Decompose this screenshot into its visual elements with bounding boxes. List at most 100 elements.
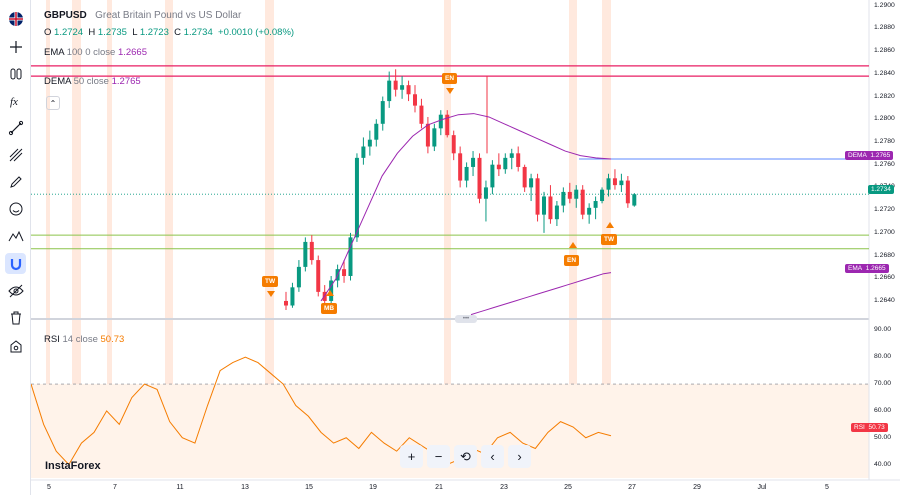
- rsi-zone: [31, 384, 869, 478]
- candle-body: [425, 123, 430, 147]
- crosshair-icon[interactable]: [5, 36, 26, 57]
- candle-body: [303, 241, 308, 267]
- time-tick-label: 23: [500, 484, 508, 491]
- measure-icon[interactable]: [5, 225, 26, 246]
- session-band: [107, 0, 112, 478]
- rsi-tag-value: 50.73: [868, 424, 885, 431]
- rsi-value: 50.73: [100, 334, 125, 345]
- flag-icon[interactable]: [5, 8, 26, 29]
- dema-legend[interactable]: DEMA 50 close 1.2765: [44, 76, 141, 87]
- zoom-in-button[interactable]: +: [400, 445, 423, 468]
- zoom-out-button[interactable]: −: [427, 445, 450, 468]
- fib-icon[interactable]: fx: [5, 90, 26, 111]
- rsi-name: RSI: [44, 334, 60, 345]
- rsi-legend[interactable]: RSI 14 close 50.73: [44, 334, 124, 345]
- candle-body: [361, 146, 366, 158]
- price-tick-label: 1.2840: [874, 69, 895, 77]
- last-price-value: 1.2734: [871, 186, 891, 193]
- rsi-line: [31, 356, 612, 466]
- dema-name: DEMA: [44, 76, 71, 87]
- eye-icon[interactable]: [5, 280, 26, 301]
- price-tick-label: 1.2720: [874, 206, 895, 214]
- candle-body: [354, 157, 359, 238]
- price-tick-label: 1.2760: [874, 160, 895, 168]
- candle-body: [400, 85, 405, 90]
- ema-line: [470, 272, 612, 316]
- scroll-right-button[interactable]: ›: [508, 445, 531, 468]
- candle-body: [342, 269, 347, 276]
- signal-tw-marker[interactable]: TW: [262, 276, 279, 287]
- symbol-legend: GBPUSD Great Britain Pound vs US Dollar: [44, 10, 241, 21]
- time-tick-label: 19: [369, 484, 377, 491]
- last-price-tag: 1.2734: [868, 185, 894, 194]
- candle-body: [625, 180, 630, 204]
- trend-line-icon[interactable]: [5, 63, 26, 84]
- ema-legend[interactable]: EMA 100 0 close 1.2665: [44, 47, 147, 58]
- session-band: [444, 0, 451, 478]
- rsi-params: 14 close: [62, 334, 98, 345]
- candle-body: [535, 178, 540, 215]
- dema-tag-value: 1.2765: [870, 152, 891, 159]
- signal-en-marker-2[interactable]: EN: [564, 255, 580, 266]
- time-tick-label: 15: [305, 484, 313, 491]
- rsi-tick-label: 50.00: [874, 433, 892, 441]
- candle-body: [593, 201, 598, 208]
- candle-body: [413, 94, 417, 106]
- candle-body: [516, 153, 521, 167]
- ohlc-h-label: H: [88, 27, 96, 38]
- time-tick-label: 5: [47, 484, 51, 491]
- time-tick-label: 11: [176, 484, 184, 491]
- brush-icon[interactable]: [5, 171, 26, 192]
- candle-body: [380, 101, 385, 124]
- ohlc-c-label: C: [174, 27, 182, 38]
- candle-body: [542, 196, 546, 215]
- price-tick-label: 1.2800: [874, 115, 895, 123]
- candle-body: [606, 178, 611, 190]
- candle-body: [529, 178, 534, 188]
- time-tick-label: Jul: [757, 484, 767, 491]
- rsi-tick-label: 60.00: [874, 406, 892, 414]
- candle-body: [348, 237, 353, 276]
- price-tick-label: 1.2880: [874, 24, 895, 32]
- dema-line: [320, 113, 612, 302]
- candle-body: [471, 157, 476, 167]
- chart-canvas[interactable]: [31, 0, 900, 495]
- emoji-icon[interactable]: [5, 198, 26, 219]
- ohlc-open: 1.2724: [54, 27, 84, 38]
- gann-icon[interactable]: [5, 144, 26, 165]
- ohlc-low: 1.2723: [139, 27, 169, 38]
- price-tick-label: 1.2820: [874, 92, 895, 100]
- candle-body: [445, 114, 450, 136]
- candle-body: [619, 180, 624, 186]
- rsi-tick-label: 90.00: [874, 326, 892, 334]
- collapse-legend-button[interactable]: ⌃: [46, 96, 60, 110]
- candle-body: [587, 207, 592, 215]
- time-tick-label: 7: [113, 484, 117, 491]
- ohlc-high: 1.2735: [97, 27, 127, 38]
- ema-params: 100 0 close: [66, 47, 116, 58]
- ohlc-close: 1.2734: [183, 27, 213, 38]
- candle-body: [632, 194, 637, 206]
- candle-body: [458, 153, 463, 181]
- reset-view-button[interactable]: ⟲: [454, 445, 477, 468]
- signal-mb-marker[interactable]: MB: [321, 303, 338, 314]
- scroll-left-button[interactable]: ‹: [481, 445, 504, 468]
- candle-body: [477, 157, 482, 199]
- pane-resize-handle[interactable]: •••: [455, 315, 477, 323]
- session-band: [46, 0, 50, 478]
- session-band: [265, 0, 274, 478]
- candle-body: [561, 191, 566, 206]
- settings-icon[interactable]: [5, 336, 26, 357]
- price-tick-label: 1.2660: [874, 274, 895, 282]
- signal-tw-marker-2[interactable]: TW: [601, 234, 618, 245]
- magnet-icon[interactable]: [5, 253, 26, 274]
- candle-body: [322, 291, 327, 301]
- session-band: [72, 0, 81, 478]
- ema-value: 1.2665: [117, 47, 147, 58]
- ema-name: EMA: [44, 47, 65, 58]
- pattern-icon[interactable]: [5, 117, 26, 138]
- trash-icon[interactable]: [5, 307, 26, 328]
- signal-en-marker[interactable]: EN: [442, 73, 458, 84]
- candle-body: [490, 164, 495, 188]
- candle-body: [367, 139, 372, 147]
